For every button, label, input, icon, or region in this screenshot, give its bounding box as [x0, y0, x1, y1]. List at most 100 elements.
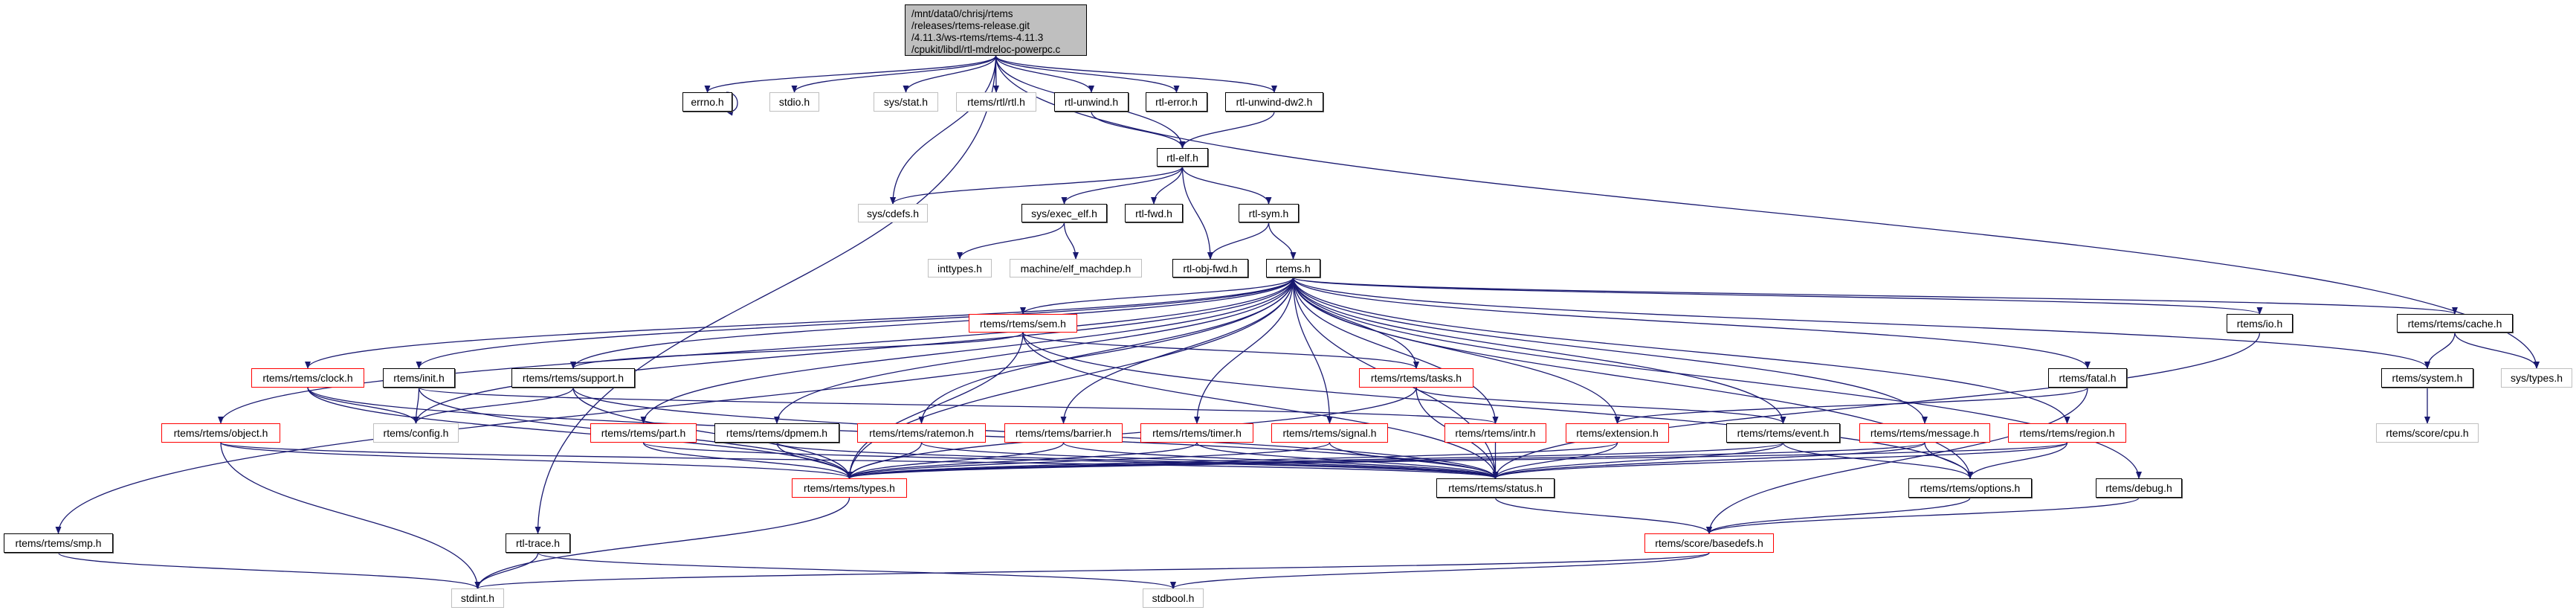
node-clock[interactable]: rtems/rtems/clock.h	[251, 368, 364, 388]
edge-part-to-types	[642, 442, 853, 479]
edge-rtems-to-dpmem	[774, 277, 1294, 424]
edge-clock-to-config	[307, 387, 419, 424]
node-inttypes[interactable]: inttypes.h	[928, 259, 992, 277]
edge-io-to-status	[1492, 332, 2261, 479]
edge-rtlsym-to-rtems	[1268, 222, 1297, 260]
edge-main-to-trace	[535, 55, 997, 534]
edge-execelf-to-inttypes	[957, 222, 1065, 260]
node-dpmem[interactable]: rtems/rtems/dpmem.h	[714, 423, 839, 443]
edge-unwind-to-rtlelf	[1091, 111, 1186, 149]
node-options[interactable]: rtems/rtems/options.h	[1908, 478, 2032, 498]
edge-extension-to-types	[846, 442, 1618, 479]
node-smp[interactable]: rtems/rtems/smp.h	[4, 533, 113, 553]
edge-clock-to-types	[307, 387, 853, 479]
node-rtlerror[interactable]: rtl-error.h	[1146, 92, 1207, 112]
node-unwinddw2[interactable]: rtl-unwind-dw2.h	[1225, 92, 1323, 112]
node-stdio[interactable]: stdio.h	[769, 92, 819, 112]
node-cache[interactable]: rtems/rtems/cache.h	[2397, 314, 2513, 333]
edge-rtems-to-cache	[1292, 277, 2458, 315]
edge-main-to-errno	[704, 55, 997, 93]
node-errno[interactable]: errno.h	[682, 92, 732, 112]
node-rtlsym[interactable]: rtl-sym.h	[1239, 204, 1299, 222]
edge-sem-to-support	[570, 332, 1024, 369]
node-basedefs[interactable]: rtems/score/basedefs.h	[1644, 533, 1774, 553]
node-config[interactable]: rtems/config.h	[373, 423, 459, 443]
node-rtl[interactable]: rtems/rtl/rtl.h	[956, 92, 1036, 112]
node-main: /mnt/data0/chrisj/rtems /releases/rtems-…	[905, 4, 1087, 56]
edge-support-to-config	[413, 387, 574, 424]
node-stdbool[interactable]: stdbool.h	[1143, 588, 1204, 608]
node-execelf[interactable]: sys/exec_elf.h	[1021, 204, 1107, 222]
edge-rtems-to-smp	[55, 277, 1294, 534]
node-fatal[interactable]: rtems/fatal.h	[2048, 368, 2127, 388]
edge-tasks-to-types	[846, 387, 1417, 479]
node-timer[interactable]: rtems/rtems/timer.h	[1140, 423, 1253, 443]
edge-message-to-status	[1492, 442, 1925, 479]
edge-barrier-to-types	[846, 442, 1065, 479]
node-tasks[interactable]: rtems/rtems/tasks.h	[1359, 368, 1473, 388]
node-rtlfwd[interactable]: rtl-fwd.h	[1125, 204, 1183, 222]
node-barrier[interactable]: rtems/rtems/barrier.h	[1004, 423, 1123, 443]
edge-debug-to-basedefs	[1706, 497, 2140, 534]
node-region[interactable]: rtems/rtems/region.h	[2008, 423, 2126, 443]
edge-region-to-types	[847, 442, 2068, 479]
edge-rtems-to-event	[1292, 277, 1786, 424]
edge-sem-to-status	[1022, 332, 1499, 479]
node-system[interactable]: rtems/system.h	[2381, 368, 2473, 388]
node-extension[interactable]: rtems/extension.h	[1566, 423, 1669, 443]
edge-main-to-rtlerror	[995, 55, 1180, 93]
edge-fatal-to-extension	[1614, 387, 2088, 424]
edge-rtems-to-region	[1292, 277, 2070, 424]
node-event[interactable]: rtems/rtems/event.h	[1726, 423, 1840, 443]
node-debug[interactable]: rtems/debug.h	[2096, 478, 2182, 498]
node-status[interactable]: rtems/rtems/status.h	[1436, 478, 1555, 498]
edge-rtems-to-barrier	[1060, 277, 1294, 424]
edge-rtems-to-object	[218, 277, 1294, 424]
node-signal[interactable]: rtems/rtems/signal.h	[1271, 423, 1388, 443]
node-sem[interactable]: rtems/rtems/sem.h	[969, 314, 1077, 333]
node-ratemon[interactable]: rtems/rtems/ratemon.h	[857, 423, 986, 443]
node-init[interactable]: rtems/init.h	[383, 368, 455, 388]
node-part[interactable]: rtems/rtems/part.h	[590, 423, 697, 443]
edge-object-to-stdint	[220, 442, 481, 589]
node-io[interactable]: rtems/io.h	[2227, 314, 2293, 333]
edge-rtems-to-part	[640, 277, 1294, 424]
edge-basedefs-to-stdbool	[1170, 552, 1710, 589]
node-objfwd[interactable]: rtl-obj-fwd.h	[1172, 259, 1248, 277]
node-machdep[interactable]: machine/elf_machdep.h	[1010, 259, 1142, 277]
edge-rtems-to-io	[1292, 277, 2263, 315]
node-unwind[interactable]: rtl-unwind.h	[1054, 92, 1129, 112]
edge-main-to-cdefs	[890, 55, 997, 205]
node-rtlelf[interactable]: rtl-elf.h	[1157, 148, 1208, 167]
node-stdint[interactable]: stdint.h	[451, 588, 504, 608]
edge-smp-to-stdint	[57, 552, 481, 589]
edge-rtems-to-config	[413, 277, 1294, 424]
edge-rtems-to-extension	[1292, 277, 1621, 424]
node-support[interactable]: rtems/rtems/support.h	[511, 368, 635, 388]
edge-cache-to-system	[2424, 332, 2456, 369]
edge-main-to-unwind	[995, 55, 1094, 93]
edge-rtems-to-timer	[1194, 277, 1294, 424]
edge-dpmem-to-status	[776, 442, 1499, 479]
edge-region-to-status	[1492, 442, 2068, 479]
node-cpu[interactable]: rtems/score/cpu.h	[2376, 423, 2479, 443]
edge-event-to-status	[1492, 442, 1784, 479]
node-systypes[interactable]: sys/types.h	[2501, 368, 2572, 388]
edge-execelf-to-machdep	[1063, 222, 1079, 260]
edge-object-to-types	[220, 442, 853, 479]
edge-rtlelf-to-rtlsym	[1181, 166, 1272, 205]
node-types[interactable]: rtems/rtems/types.h	[792, 478, 907, 498]
node-sysstat[interactable]: sys/stat.h	[874, 92, 938, 112]
node-intr[interactable]: rtems/rtems/intr.h	[1444, 423, 1546, 443]
node-trace[interactable]: rtl-trace.h	[506, 533, 570, 553]
edge-rtlelf-to-execelf	[1061, 166, 1184, 205]
node-message[interactable]: rtems/rtems/message.h	[1859, 423, 1990, 443]
edge-barrier-to-status	[1062, 442, 1499, 479]
node-object[interactable]: rtems/rtems/object.h	[161, 423, 280, 443]
node-cdefs[interactable]: sys/cdefs.h	[858, 204, 928, 222]
edge-event-to-types	[846, 442, 1784, 479]
edge-object-to-status	[220, 442, 1498, 479]
edge-rtlelf-to-objfwd	[1181, 166, 1213, 260]
node-rtems[interactable]: rtems.h	[1266, 259, 1320, 277]
edge-extension-to-status	[1492, 442, 1618, 479]
